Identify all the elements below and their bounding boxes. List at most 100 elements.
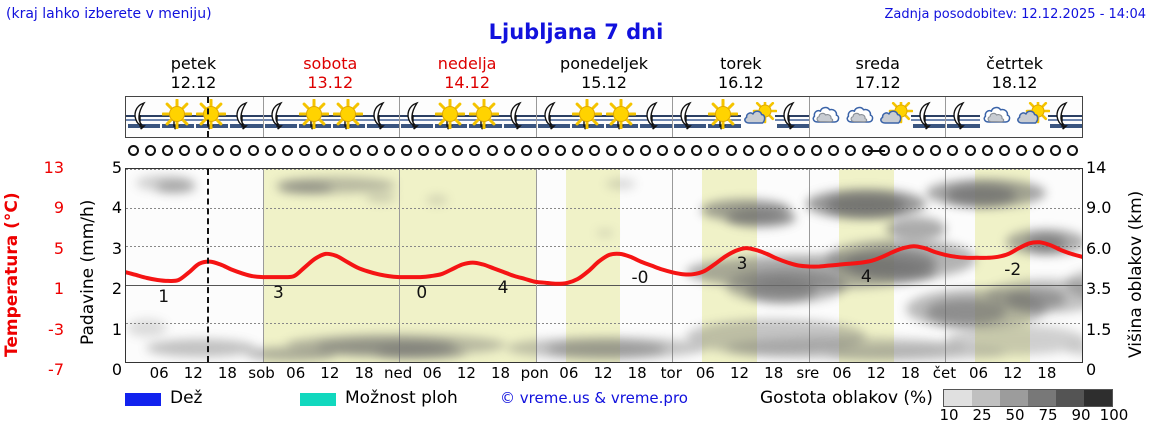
cloud-height-tick: 0 [1086,360,1097,379]
weather-icon-sun [604,97,639,137]
cloud-density-blob [826,345,1006,361]
wind-direction-dot [520,145,532,156]
temperature-axis-ticks: 13 9 5 1 -3 -7 [24,158,64,379]
wind-direction-dot [674,145,686,156]
horizontal-gridline [126,169,1082,170]
x-axis-labels: 06 12 18 sob 06 12 18 ned 06 12 18 pon 06 12 18 tor 06 12… [125,364,1083,384]
wind-direction-dot [571,145,583,156]
temperature-tick: -3 [48,319,64,339]
horizontal-gridline [126,207,1082,209]
cloud-height-tick: 6.0 [1086,238,1112,258]
moon-icon [401,101,425,127]
wind-direction-dot [162,145,174,156]
day-date: 16.12 [717,73,764,92]
day-separator [945,97,947,137]
precipitation-axis-ticks: 5 4 3 2 1 0 [96,158,122,379]
x-axis-tick-label: 06 [149,364,169,382]
sun-icon [332,99,363,129]
weather-icon-moon [638,97,673,137]
temperature-tick: 5 [53,238,64,258]
x-axis-tick-label: 12 [320,364,340,382]
wind-direction-dot [554,145,566,156]
temperature-axis-title: Temperatura (°C) [2,192,22,358]
cloud-density-blob [946,325,1082,355]
rain-legend-label: Dež [170,388,203,408]
cloud-density-ramp-labels: 10 25 50 75 90 100 [935,406,1128,424]
day-separator [808,97,810,137]
day-date: 17.12 [854,73,901,92]
weather-icon-cloud [980,97,1014,137]
wind-direction-dot [845,145,857,156]
sun-cloud-icon [743,102,777,126]
cloud-density-ramp-step [1056,390,1084,406]
wind-direction-dot [1049,145,1061,156]
cloud-density-blob [316,339,456,355]
day-date: 14.12 [444,73,491,92]
x-axis-tick-label: 18 [627,364,647,382]
day-gridline [535,169,537,362]
copyright-link[interactable]: © vreme.us & vreme.pro [500,389,688,407]
wind-direction-dot [418,145,430,156]
wind-direction-dot [1066,145,1078,156]
day-separator [535,97,537,137]
cloud-density-blob [546,341,666,357]
cloud-density-ramp-step [1000,390,1028,406]
precipitation-tick: 2 [111,279,122,299]
moon-icon [674,101,698,127]
cloud-height-tick: 3.5 [1086,279,1112,299]
x-axis-tick-label: 12 [730,364,750,382]
wind-direction-dot [196,145,208,156]
temperature-point-label: -0 [631,267,649,288]
x-axis-tick-label: pon [520,364,549,382]
cloud-density-tick: 50 [1005,406,1025,424]
cloud-icon [811,104,841,126]
cloud-density-tick: 75 [1038,406,1058,424]
temperature-point-label: 1 [158,286,170,307]
temperature-tick: 1 [53,279,64,299]
wind-direction-dot [486,145,498,156]
day-separator [399,97,401,137]
day-date: 13.12 [307,73,354,92]
cloud-density-blob [926,299,1006,325]
cloud-density-blob [1006,289,1066,309]
wind-direction-dot [315,145,327,156]
sun-icon [708,99,739,129]
wind-direction-dot [247,145,259,156]
cloud-density-blob [376,345,466,359]
location-menu-note: (kraj lahko izberete v meniju) [6,6,212,22]
wind-direction-dot [452,145,464,156]
day-name: torek [720,54,762,73]
x-axis-tick-label: 18 [1037,364,1057,382]
cloud-density-blob [826,195,906,215]
cloud-density-blob [127,319,167,337]
cloud-density-ramp-step [1084,390,1112,406]
wind-direction-dot [896,145,908,156]
sun-icon [196,99,227,129]
day-name: nedelja [437,54,497,73]
cloud-density-ramp-step [944,390,972,406]
wind-direction-dot [623,145,635,156]
cloud-density-blob [366,191,396,203]
wind-direction-dot [1032,145,1044,156]
day-separator [672,97,674,137]
sun-icon [435,99,466,129]
cloud-density-blob [506,337,706,359]
page-title: Ljubljana 7 dni [488,20,664,44]
last-update-text: Zadnja posodobitev: 12.12.2025 - 14:04 [884,7,1146,22]
cloud-density-blob [596,229,614,237]
day-header-nedelja: nedelja 14.12 [399,54,536,94]
cloud-density-blob [946,185,1016,205]
x-axis-tick-label: 18 [900,364,920,382]
wind-direction-dot [537,145,549,156]
cloud-height-tick: 1.5 [1086,319,1112,339]
cloud-height-axis-ticks: 14 9.0 6.0 3.5 1.5 0 [1086,158,1126,379]
wind-direction-dot [332,145,344,156]
sun-icon [606,99,636,129]
precipitation-tick: 0 [111,360,122,379]
cloud-density-tick: 10 [939,406,959,424]
chart-legend: Dež Možnost ploh © vreme.us & vreme.pro … [125,388,1145,424]
wind-direction-dot [503,145,515,156]
cloud-density-blob [146,339,256,357]
moon-icon [777,101,801,127]
